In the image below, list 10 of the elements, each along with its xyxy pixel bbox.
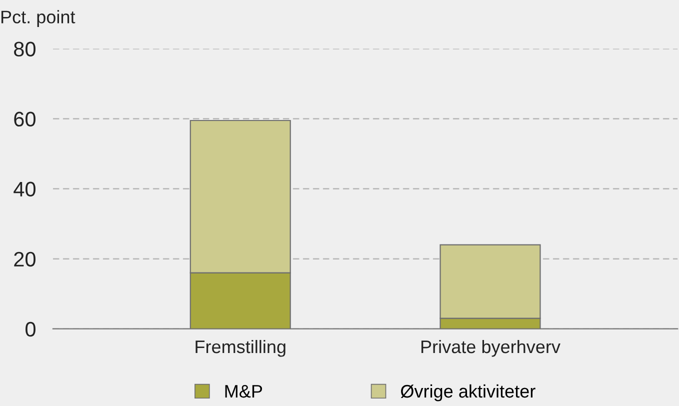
y-axis-title: Pct. point xyxy=(1,10,76,27)
x-tick-label: Fremstilling xyxy=(196,340,286,357)
legend-label: M&P xyxy=(225,385,262,398)
y-tick-label: 80 xyxy=(14,42,36,56)
y-tick-label: 20 xyxy=(14,252,36,267)
y-tick-label: 0 xyxy=(26,322,36,337)
legend-label: Øvrige aktiviteter xyxy=(400,384,536,402)
x-tick-label: Private byerhverv xyxy=(421,340,560,357)
y-tick-label: 40 xyxy=(14,182,36,197)
y-tick-label: 60 xyxy=(14,112,36,127)
